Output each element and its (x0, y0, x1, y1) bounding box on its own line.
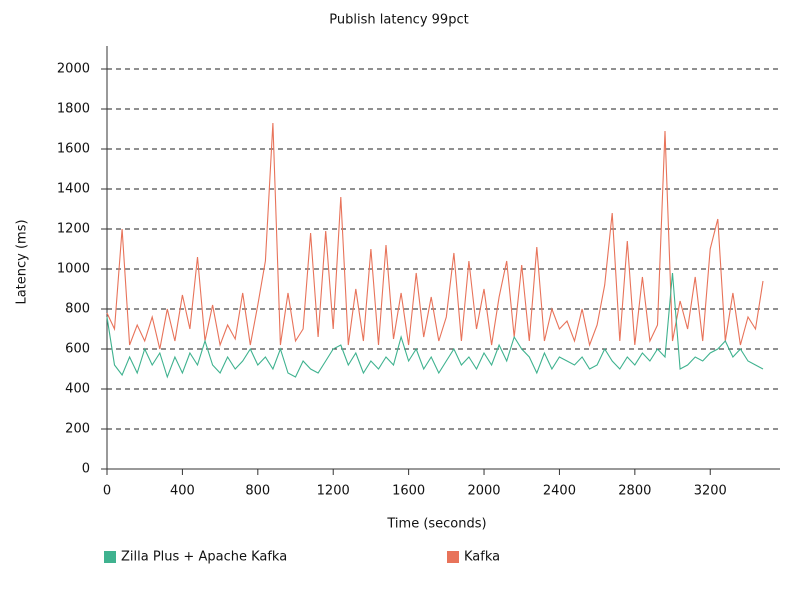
legend-label: Zilla Plus + Apache Kafka (121, 550, 287, 565)
x-tick-label: 2400 (543, 484, 576, 499)
x-tick-label: 800 (245, 484, 270, 499)
chart-title: Publish latency 99pct (329, 13, 468, 28)
y-tick-label: 1200 (57, 222, 90, 237)
y-axis-label: Latency (ms) (15, 219, 30, 304)
y-tick-label: 0 (82, 462, 90, 477)
legend-label: Kafka (464, 550, 500, 565)
x-tick-label: 400 (170, 484, 195, 499)
y-tick-label: 2000 (57, 62, 90, 77)
x-tick-label: 3200 (694, 484, 727, 499)
y-tick-label: 1000 (57, 262, 90, 277)
y-tick-label: 800 (65, 302, 90, 317)
x-tick-label: 0 (103, 484, 111, 499)
legend-swatch (104, 551, 116, 563)
y-tick-label: 200 (65, 422, 90, 437)
y-tick-label: 600 (65, 342, 90, 357)
x-tick-label: 1200 (317, 484, 350, 499)
legend-swatch (447, 551, 459, 563)
series-line (106, 122, 764, 350)
x-tick-label: 1600 (392, 484, 425, 499)
series-line (106, 272, 764, 379)
y-tick-label: 400 (65, 382, 90, 397)
x-tick-label: 2000 (467, 484, 500, 499)
y-tick-label: 1800 (57, 102, 90, 117)
y-tick-label: 1400 (57, 182, 90, 197)
x-axis-label: Time (seconds) (386, 517, 486, 532)
y-tick-label: 1600 (57, 142, 90, 157)
x-tick-label: 2800 (618, 484, 651, 499)
